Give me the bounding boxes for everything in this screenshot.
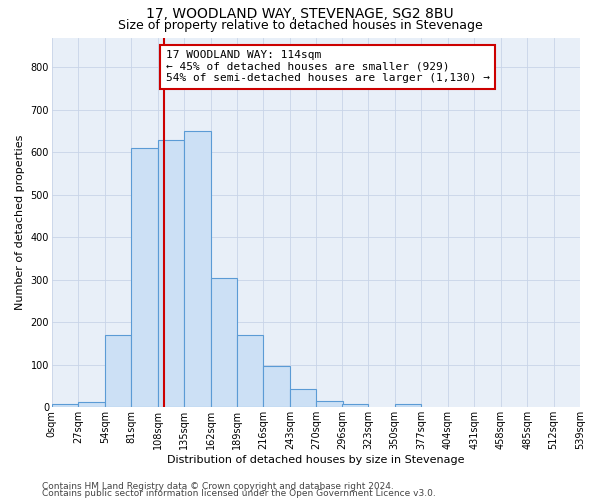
Bar [395,404,421,407]
Text: Contains public sector information licensed under the Open Government Licence v3: Contains public sector information licen… [42,489,436,498]
X-axis label: Distribution of detached houses by size in Stevenage: Distribution of detached houses by size … [167,455,464,465]
Y-axis label: Number of detached properties: Number of detached properties [15,134,25,310]
Text: 17, WOODLAND WAY, STEVENAGE, SG2 8BU: 17, WOODLAND WAY, STEVENAGE, SG2 8BU [146,8,454,22]
Bar [105,335,131,407]
Bar [263,366,290,408]
Text: 17 WOODLAND WAY: 114sqm
← 45% of detached houses are smaller (929)
54% of semi-d: 17 WOODLAND WAY: 114sqm ← 45% of detache… [166,50,490,84]
Bar [184,131,211,407]
Bar [237,335,263,407]
Text: Contains HM Land Registry data © Crown copyright and database right 2024.: Contains HM Land Registry data © Crown c… [42,482,394,491]
Bar [316,401,343,407]
Bar [131,148,158,407]
Bar [211,278,237,407]
Bar [78,402,105,407]
Text: Size of property relative to detached houses in Stevenage: Size of property relative to detached ho… [118,19,482,32]
Bar [52,404,78,407]
Bar [342,404,368,407]
Bar [158,140,184,407]
Bar [290,389,316,407]
